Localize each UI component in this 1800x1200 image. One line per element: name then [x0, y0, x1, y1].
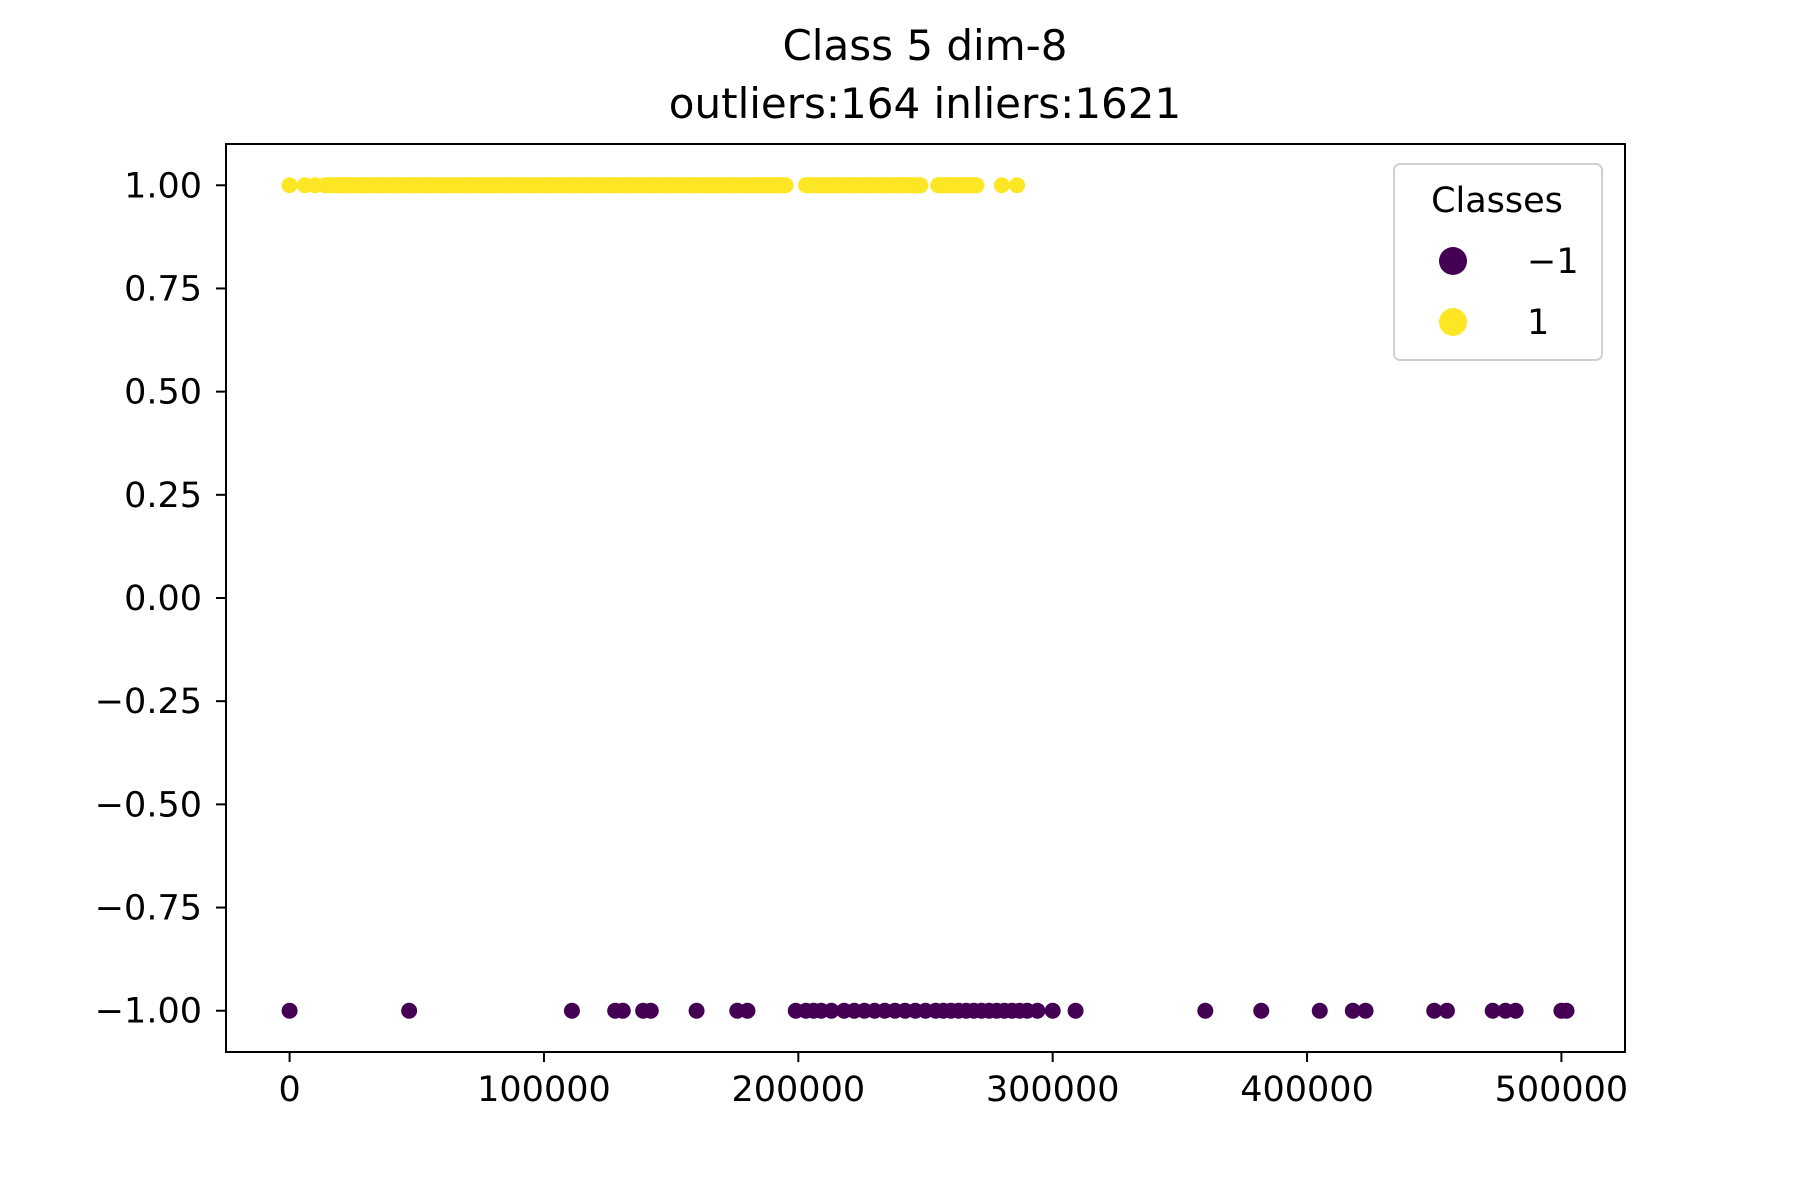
legend-title: Classes	[1431, 181, 1563, 221]
legend-marker-inlier	[1439, 308, 1467, 336]
inlier-point	[520, 177, 537, 194]
outlier-point	[1558, 1002, 1575, 1019]
inlier-point	[421, 177, 438, 194]
outlier-point	[1484, 1002, 1501, 1019]
outlier-point	[739, 1002, 756, 1019]
y-tick-label: −0.50	[95, 785, 202, 825]
inlier-point	[744, 177, 761, 194]
x-tick-label: 100000	[477, 1070, 611, 1110]
x-tick-label: 0	[278, 1070, 300, 1110]
outlier-point	[1357, 1002, 1374, 1019]
inlier-point	[800, 177, 817, 194]
outlier-point	[281, 1002, 298, 1019]
inlier-point	[846, 177, 863, 194]
outlier-point	[1311, 1002, 1328, 1019]
x-axis: 0 100000 200000 300000 400000 500000	[278, 1052, 1628, 1110]
y-tick-label: 0.75	[124, 269, 202, 309]
inlier-point	[993, 177, 1010, 194]
outlier-point	[1253, 1002, 1270, 1019]
inlier-point	[815, 177, 832, 194]
outlier-point	[688, 1002, 705, 1019]
outlier-point	[1438, 1002, 1455, 1019]
y-tick-label: 1.00	[124, 166, 202, 206]
outlier-point	[1344, 1002, 1361, 1019]
outlier-point	[1507, 1002, 1524, 1019]
legend: Classes −1 1	[1393, 163, 1603, 361]
inlier-point	[403, 177, 420, 194]
chart-subtitle: outliers:164 inliers:1621	[669, 79, 1181, 128]
inlier-point	[342, 177, 359, 194]
inlier-point	[561, 177, 578, 194]
inlier-point	[683, 177, 700, 194]
inlier-point	[500, 177, 517, 194]
inlier-point	[831, 177, 848, 194]
y-axis: 1.00 0.75 0.50 0.25 0.00 −0.25 −0.50 −0.75 −1.00	[95, 166, 226, 1032]
outlier-point	[642, 1002, 659, 1019]
inlier-point	[963, 177, 980, 194]
legend-marker-outlier	[1439, 247, 1467, 275]
x-tick-label: 300000	[986, 1070, 1120, 1110]
outlier-point	[401, 1002, 418, 1019]
outlier-point	[823, 1002, 840, 1019]
inlier-point	[703, 177, 720, 194]
outlier-point	[1426, 1002, 1443, 1019]
inlier-point	[861, 177, 878, 194]
inlier-point	[904, 177, 921, 194]
inlier-point	[663, 177, 680, 194]
inlier-point	[622, 177, 639, 194]
inlier-point	[317, 177, 334, 194]
outlier-point	[1197, 1002, 1214, 1019]
inlier-point	[892, 177, 909, 194]
x-tick-label: 500000	[1495, 1070, 1629, 1110]
inlier-point	[1009, 177, 1026, 194]
inlier-point	[459, 177, 476, 194]
inlier-point	[602, 177, 619, 194]
inlier-point	[281, 177, 298, 194]
legend-label-inlier: 1	[1527, 303, 1549, 343]
inlier-point	[373, 177, 390, 194]
outlier-point	[1044, 1002, 1061, 1019]
y-tick-label: −0.25	[95, 682, 202, 722]
inlier-point	[388, 177, 405, 194]
inlier-point	[724, 177, 741, 194]
inlier-point	[357, 177, 374, 194]
legend-label-outlier: −1	[1527, 242, 1579, 282]
y-tick-label: 0.25	[124, 476, 202, 516]
inlier-point	[329, 177, 346, 194]
inlier-point	[479, 177, 496, 194]
y-tick-label: −0.75	[95, 889, 202, 929]
outlier-point	[1067, 1002, 1084, 1019]
chart-title: Class 5 dim-8	[782, 21, 1067, 70]
x-tick-label: 200000	[732, 1070, 866, 1110]
inlier-point	[541, 177, 558, 194]
data-points	[281, 177, 1575, 1019]
y-tick-label: 0.50	[124, 373, 202, 413]
x-tick-label: 400000	[1240, 1070, 1374, 1110]
outlier-point	[614, 1002, 631, 1019]
outlier-point	[1029, 1002, 1046, 1019]
inlier-point	[642, 177, 659, 194]
y-tick-label: 0.00	[124, 579, 202, 619]
inlier-point	[439, 177, 456, 194]
inlier-point	[772, 177, 789, 194]
inlier-point	[876, 177, 893, 194]
inlier-point	[759, 177, 776, 194]
y-tick-label: −1.00	[95, 992, 202, 1032]
outlier-point	[563, 1002, 580, 1019]
inlier-point	[581, 177, 598, 194]
